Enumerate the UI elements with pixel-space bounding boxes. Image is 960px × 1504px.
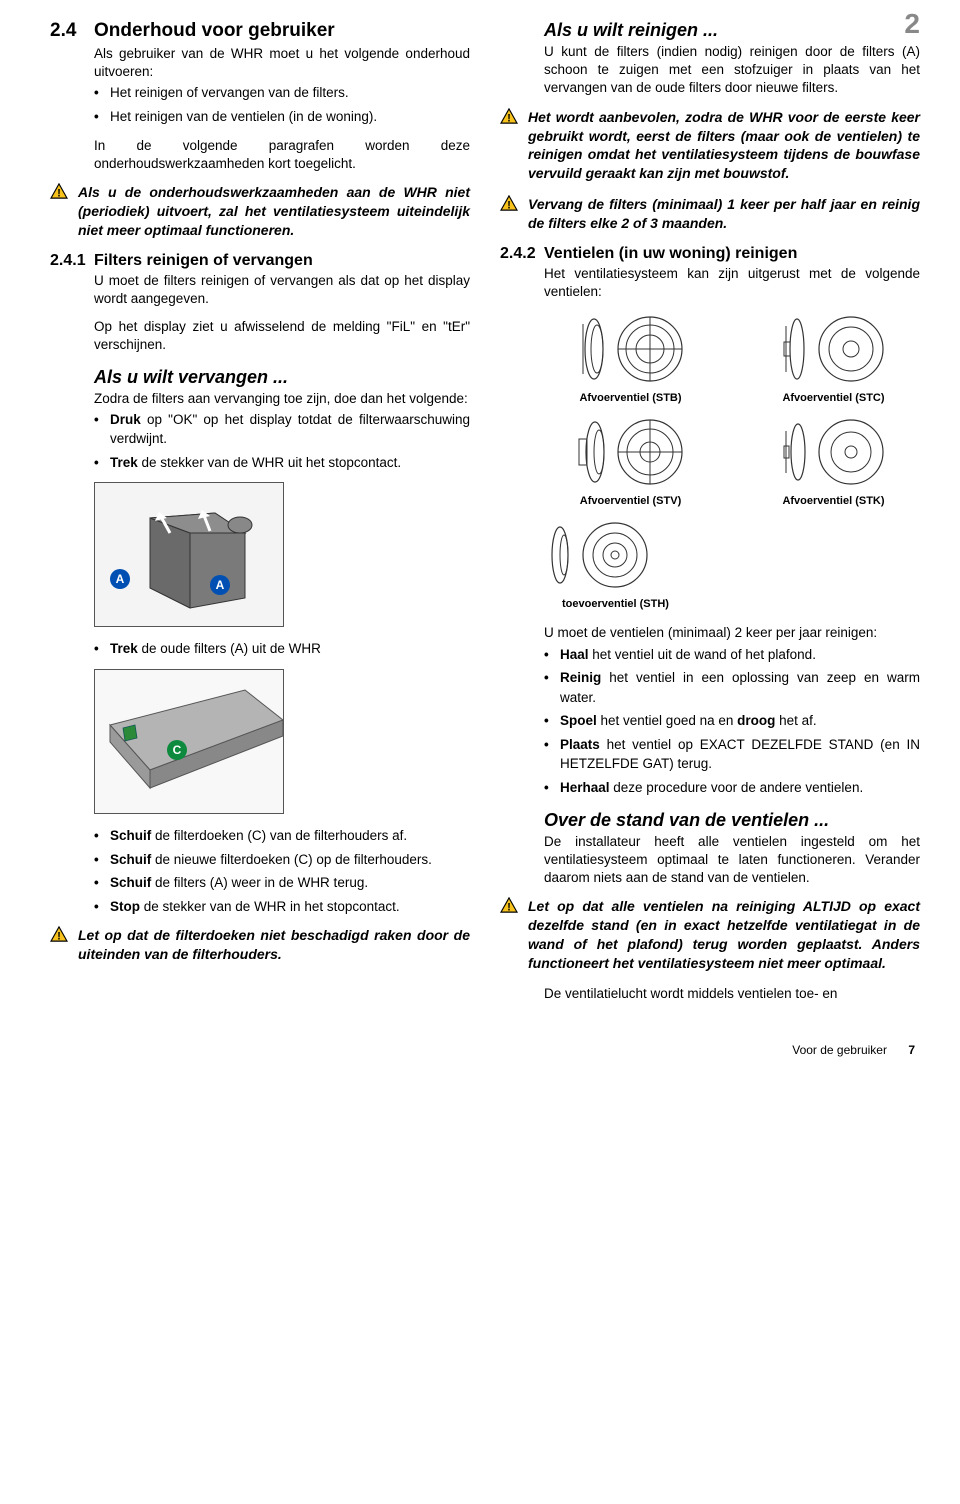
warning-icon: ! [500, 897, 520, 973]
warning-text: Let op dat de filterdoeken niet beschadi… [78, 926, 470, 964]
svg-text:!: ! [57, 187, 61, 199]
para: U moet de filters reinigen of vervangen … [94, 272, 470, 308]
warning-text: Als u de onderhoudswerkzaamheden aan de … [78, 183, 470, 240]
svg-text:!: ! [57, 931, 61, 943]
warning-icon: ! [50, 926, 70, 964]
warning-box: ! Het wordt aanbevolen, zodra de WHR voo… [500, 108, 920, 184]
list-item: Het reinigen of vervangen van de filters… [94, 83, 470, 103]
list-item: Plaats het ventiel op EXACT DEZELFDE STA… [544, 735, 920, 774]
vent-stc: Afvoerventiel (STC) [747, 311, 920, 404]
para: U kunt de filters (indien nodig) reinige… [544, 43, 920, 98]
sec-num: 2.4 [50, 20, 94, 42]
replace-steps-1: Druk op "OK" op het display totdat de fi… [94, 410, 470, 473]
page-footer: Voor de gebruiker 7 [50, 1043, 920, 1057]
list-item: Haal het ventiel uit de wand of het plaf… [544, 645, 920, 665]
vent-grid: Afvoerventiel (STB) Afvoerventiel (STC) … [544, 311, 920, 507]
sec-title: Ventielen (in uw woning) reinigen [544, 245, 797, 262]
maintenance-list: Het reinigen of vervangen van de filters… [94, 83, 470, 126]
replace-steps-3: Schuif de filterdoeken (C) van de filter… [94, 826, 470, 916]
para: U moet de ventielen (minimaal) 2 keer pe… [544, 624, 920, 642]
list-item: Schuif de filterdoeken (C) van de filter… [94, 826, 470, 846]
para: De ventilatielucht wordt middels ventiel… [544, 985, 920, 1003]
section-2-4-1-heading: 2.4.1Filters reinigen of vervangen [50, 252, 470, 270]
para: Zodra de filters aan vervanging toe zijn… [94, 390, 470, 408]
vent-stv: Afvoerventiel (STV) [544, 414, 717, 507]
subhead-reinigen: Als u wilt reinigen ... [544, 20, 920, 41]
page-number: 7 [908, 1043, 915, 1057]
filter-image: C [94, 669, 284, 814]
list-item: Schuif de filters (A) weer in de WHR ter… [94, 873, 470, 893]
intro-text: Als gebruiker van de WHR moet u het volg… [94, 45, 470, 81]
sec-num: 2.4.1 [50, 252, 94, 270]
list-item: Het reinigen van de ventielen (in de won… [94, 107, 470, 127]
list-item: Schuif de nieuwe filterdoeken (C) op de … [94, 850, 470, 870]
subhead-vervangen: Als u wilt vervangen ... [94, 367, 470, 388]
vent-label: Afvoerventiel (STV) [544, 495, 717, 507]
para: Op het display ziet u afwisselend de mel… [94, 318, 470, 354]
whr-unit-image: A A [94, 482, 284, 627]
warning-box: ! Vervang de filters (minimaal) 1 keer p… [500, 195, 920, 233]
sec-num: 2.4.2 [500, 245, 544, 263]
warning-text: Vervang de filters (minimaal) 1 keer per… [528, 195, 920, 233]
replace-steps-2: Trek de oude filters (A) uit de WHR [94, 639, 470, 659]
list-item: Herhaal deze procedure voor de andere ve… [544, 778, 920, 798]
list-item: Druk op "OK" op het display totdat de fi… [94, 410, 470, 449]
list-item: Spoel het ventiel goed na en droog het a… [544, 711, 920, 731]
warning-text: Het wordt aanbevolen, zodra de WHR voor … [528, 108, 920, 184]
vent-label: toevoerventiel (STH) [544, 598, 744, 610]
left-column: 2.4Onderhoud voor gebruiker Als gebruike… [50, 20, 470, 1013]
subhead-stand: Over de stand van de ventielen ... [544, 810, 920, 831]
vent-sth: toevoerventiel (STH) [544, 517, 744, 610]
vent-stb: Afvoerventiel (STB) [544, 311, 717, 404]
warning-text: Let op dat alle ventielen na reiniging A… [528, 897, 920, 973]
sec-title: Filters reinigen of vervangen [94, 252, 313, 269]
chapter-number: 2 [904, 8, 920, 40]
vent-label: Afvoerventiel (STC) [747, 392, 920, 404]
list-item: Stop de stekker van de WHR in het stopco… [94, 897, 470, 917]
para: Het ventilatiesysteem kan zijn uitgerust… [544, 265, 920, 301]
list-item: Reinig het ventiel in een oplossing van … [544, 668, 920, 707]
vent-stk: Afvoerventiel (STK) [747, 414, 920, 507]
warning-box: ! Let op dat alle ventielen na reiniging… [500, 897, 920, 973]
warning-box: ! Als u de onderhoudswerkzaamheden aan d… [50, 183, 470, 240]
footer-text: Voor de gebruiker [792, 1043, 887, 1057]
svg-text:!: ! [507, 112, 511, 124]
warning-icon: ! [500, 108, 520, 184]
vent-label: Afvoerventiel (STB) [544, 392, 717, 404]
list-item: Trek de oude filters (A) uit de WHR [94, 639, 470, 659]
warning-box: ! Let op dat de filterdoeken niet bescha… [50, 926, 470, 964]
para: In de volgende paragrafen worden deze on… [94, 137, 470, 173]
marker-c: C [167, 740, 187, 760]
warning-icon: ! [50, 183, 70, 240]
section-2-4-2-heading: 2.4.2Ventielen (in uw woning) reinigen [500, 245, 920, 263]
right-column: Als u wilt reinigen ... U kunt de filter… [500, 20, 920, 1013]
warning-icon: ! [500, 195, 520, 233]
section-2-4-heading: 2.4Onderhoud voor gebruiker [50, 20, 470, 42]
svg-text:!: ! [507, 902, 511, 914]
list-item: Trek de stekker van de WHR uit het stopc… [94, 453, 470, 473]
vent-label: Afvoerventiel (STK) [747, 495, 920, 507]
clean-steps: Haal het ventiel uit de wand of het plaf… [544, 645, 920, 798]
svg-text:!: ! [507, 200, 511, 212]
para: De installateur heeft alle ventielen ing… [544, 833, 920, 888]
sec-title: Onderhoud voor gebruiker [94, 20, 335, 41]
